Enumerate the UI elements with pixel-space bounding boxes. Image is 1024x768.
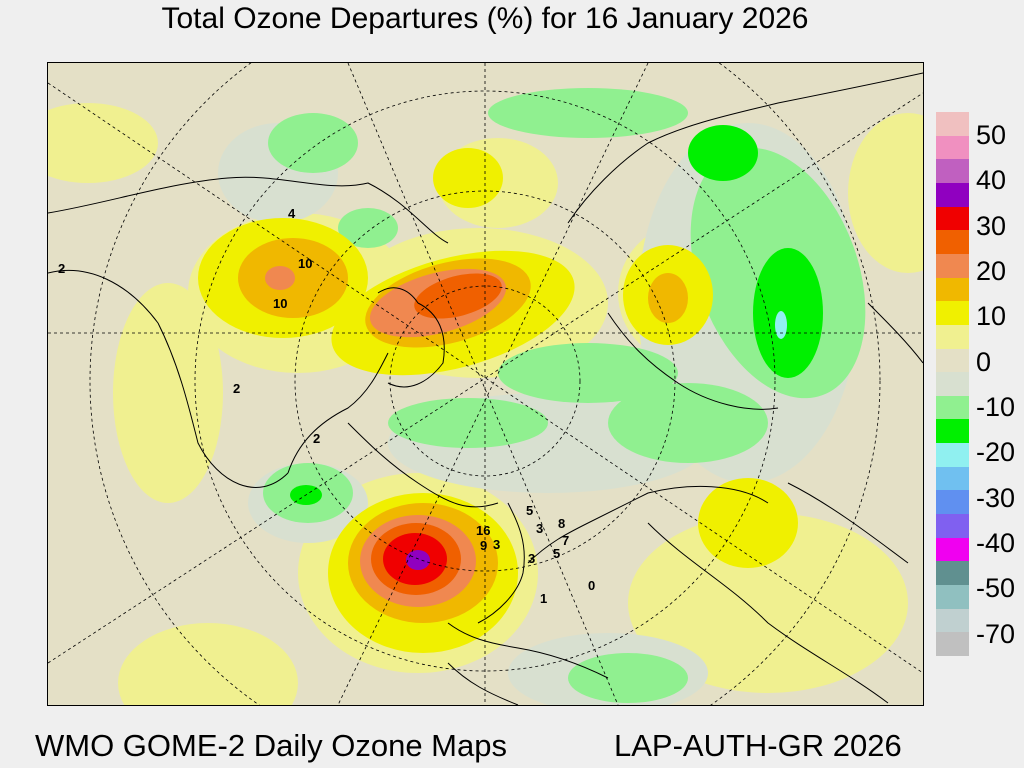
contour-label: 2 — [58, 261, 65, 276]
legend-swatch — [936, 395, 969, 420]
polar-projection-map: 2 4 10 10 2 2 16 3 3 8 7 5 5 3 0 1 9 — [48, 63, 923, 705]
contour-label: 3 — [528, 551, 535, 566]
legend-swatch — [936, 585, 969, 610]
legend-swatch — [936, 514, 969, 539]
anomaly-neg25 — [775, 311, 787, 339]
legend-tick-label: 10 — [976, 301, 1007, 332]
legend-swatch — [936, 372, 969, 397]
legend-swatch — [936, 112, 969, 137]
legend-tick-label: -70 — [976, 618, 1016, 649]
legend-tick-label: -50 — [976, 573, 1016, 604]
legend-tick-label: 30 — [976, 210, 1007, 241]
legend-tick-label: 40 — [976, 165, 1007, 196]
contour-label: 3 — [493, 537, 500, 552]
contour-label: 3 — [536, 521, 543, 536]
legend-swatch — [936, 135, 969, 160]
legend-swatch — [936, 159, 969, 184]
legend-swatch — [936, 466, 969, 491]
color-legend: 50 40 30 20 10 0 -10 -20 -30 -40 -50 -70 — [936, 112, 1024, 657]
contour-label: 9 — [480, 538, 487, 553]
contour-label: 5 — [526, 503, 533, 518]
contour-label: 4 — [288, 206, 296, 221]
footer-source: WMO GOME-2 Daily Ozone Maps — [35, 728, 507, 763]
contour-label: 5 — [553, 546, 560, 561]
legend-swatch — [936, 206, 969, 231]
legend-swatch — [936, 253, 969, 279]
contour-labels: 2 4 10 10 2 2 16 3 3 8 7 5 5 3 0 1 9 — [58, 206, 595, 606]
legend-swatch — [936, 182, 969, 208]
legend-tick-label: -40 — [976, 528, 1016, 558]
legend-tick-label: 20 — [976, 256, 1007, 286]
ozone-map: 2 4 10 10 2 2 16 3 3 8 7 5 5 3 0 1 9 — [47, 62, 924, 706]
map-title: Total Ozone Departures (%) for 16 Januar… — [161, 2, 809, 35]
contour-label: 10 — [273, 296, 287, 311]
legend-swatch — [936, 561, 969, 586]
contour-label: 2 — [233, 381, 240, 396]
graticule — [48, 63, 923, 705]
legend-tick-label: -10 — [976, 392, 1016, 422]
anomaly-40 — [406, 550, 430, 570]
coastlines — [48, 72, 923, 705]
legend-tick-label: -20 — [976, 437, 1016, 468]
legend-swatch — [936, 537, 969, 562]
legend-swatch — [936, 301, 969, 326]
contour-label: 16 — [476, 523, 490, 538]
legend-swatch — [936, 608, 969, 633]
legend-swatch — [936, 490, 969, 515]
contour-label: 0 — [588, 578, 595, 593]
legend-swatch — [936, 277, 969, 302]
contour-label: 10 — [298, 256, 312, 271]
legend-swatch — [936, 419, 969, 444]
footer-credit: LAP-AUTH-GR 2026 — [614, 728, 902, 763]
contour-label: 2 — [313, 431, 320, 446]
legend-tick-label: 0 — [976, 346, 992, 377]
contour-label: 1 — [540, 591, 547, 606]
contour-label: 8 — [558, 516, 565, 531]
legend-swatch — [936, 632, 969, 657]
anomaly-neg20 — [290, 125, 823, 505]
legend-swatch — [936, 324, 969, 349]
legend-swatch — [936, 348, 969, 373]
legend-swatch — [936, 443, 969, 468]
legend-swatch — [936, 230, 969, 255]
legend-tick-label: -30 — [976, 482, 1016, 513]
anomaly-neg10 — [263, 88, 866, 703]
contour-label: 7 — [562, 533, 569, 548]
legend-tick-label: 50 — [976, 120, 1007, 150]
